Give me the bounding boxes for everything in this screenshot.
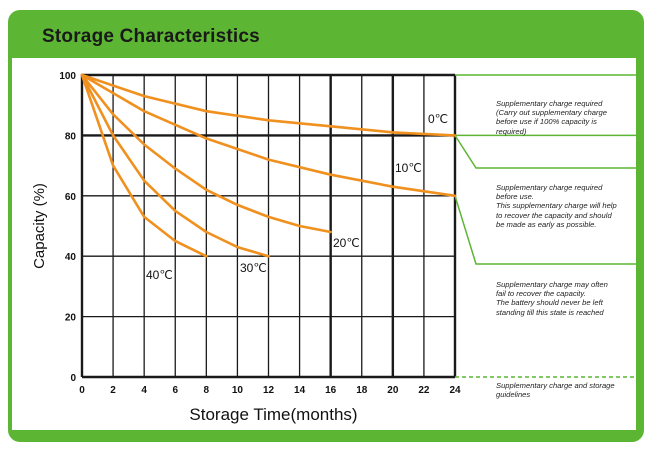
y-tick-label-80: 80	[65, 131, 77, 142]
x-tick-label-20: 20	[387, 385, 399, 396]
x-tick-label-22: 22	[418, 385, 430, 396]
note-1-line-2: This supplementary charge will help	[496, 201, 617, 211]
note-1-line-3: to recover the capacity and should	[496, 210, 612, 220]
y-axis-title: Capacity (%)	[31, 183, 48, 269]
x-tick-label-2: 2	[110, 385, 116, 396]
x-tick-label-12: 12	[263, 385, 275, 396]
x-tick-label-10: 10	[232, 385, 244, 396]
chart-title: Storage Characteristics	[42, 26, 260, 47]
y-tick-label-20: 20	[65, 313, 77, 324]
note-2-line-1: fail to recover the capacity.	[496, 289, 586, 299]
note-3-line-0: Supplementary charge and storage	[496, 381, 615, 390]
curve-label-2: 20℃	[333, 236, 360, 250]
note-0-line-2: before use if 100% capacity is	[496, 117, 597, 127]
curve-label-1: 10℃	[395, 161, 422, 175]
note-2-line-3: standing till this state is reached	[496, 307, 604, 317]
x-tick-label-14: 14	[294, 385, 306, 396]
note-1-line-4: be made as early as possible.	[496, 219, 597, 229]
curve-label-3: 30℃	[240, 261, 267, 275]
x-axis-title: Storage Time(months)	[189, 405, 357, 424]
x-tick-label-16: 16	[325, 385, 337, 396]
note-0: Supplementary charge required (Carry out…	[496, 99, 644, 136]
note-0-line-1: (Carry out supplementary charge	[496, 108, 608, 118]
chart-area-background	[12, 58, 636, 430]
y-tick-label-0: 0	[70, 373, 76, 384]
curve-label-0: 0℃	[428, 112, 448, 126]
curve-0	[80, 73, 457, 137]
note-3: Supplementary charge and storage guideli…	[496, 381, 644, 399]
guide-line-note-0	[454, 134, 644, 169]
y-tick-label-100: 100	[59, 71, 76, 82]
x-tick-label-4: 4	[141, 385, 147, 396]
curve-1	[80, 73, 457, 198]
x-tick-label-18: 18	[356, 385, 368, 396]
curve-3	[80, 73, 270, 258]
y-tick-label-40: 40	[65, 252, 77, 263]
note-2: Supplementary charge may often fail to r…	[496, 280, 644, 317]
note-2-line-2: The battery should never be left	[496, 298, 603, 308]
curve-label-4: 40℃	[146, 268, 173, 282]
note-3-line-1: guidelines	[496, 390, 531, 400]
x-tick-label-6: 6	[172, 385, 178, 396]
x-tick-label-24: 24	[449, 385, 461, 396]
note-0-line-0: Supplementary charge required	[496, 99, 603, 108]
curve-2	[80, 73, 332, 234]
x-tick-label-0: 0	[79, 385, 85, 396]
curve-4	[80, 73, 208, 258]
note-1: Supplementary charge required before use…	[496, 183, 644, 229]
x-tick-label-8: 8	[204, 385, 210, 396]
y-tick-label-60: 60	[65, 192, 77, 203]
note-1-line-0: Supplementary charge required	[496, 183, 603, 192]
guide-line-note-1	[454, 195, 644, 265]
note-2-line-0: Supplementary charge may often	[496, 280, 608, 289]
note-0-line-3: required)	[496, 126, 527, 136]
note-1-line-1: before use.	[496, 192, 534, 202]
